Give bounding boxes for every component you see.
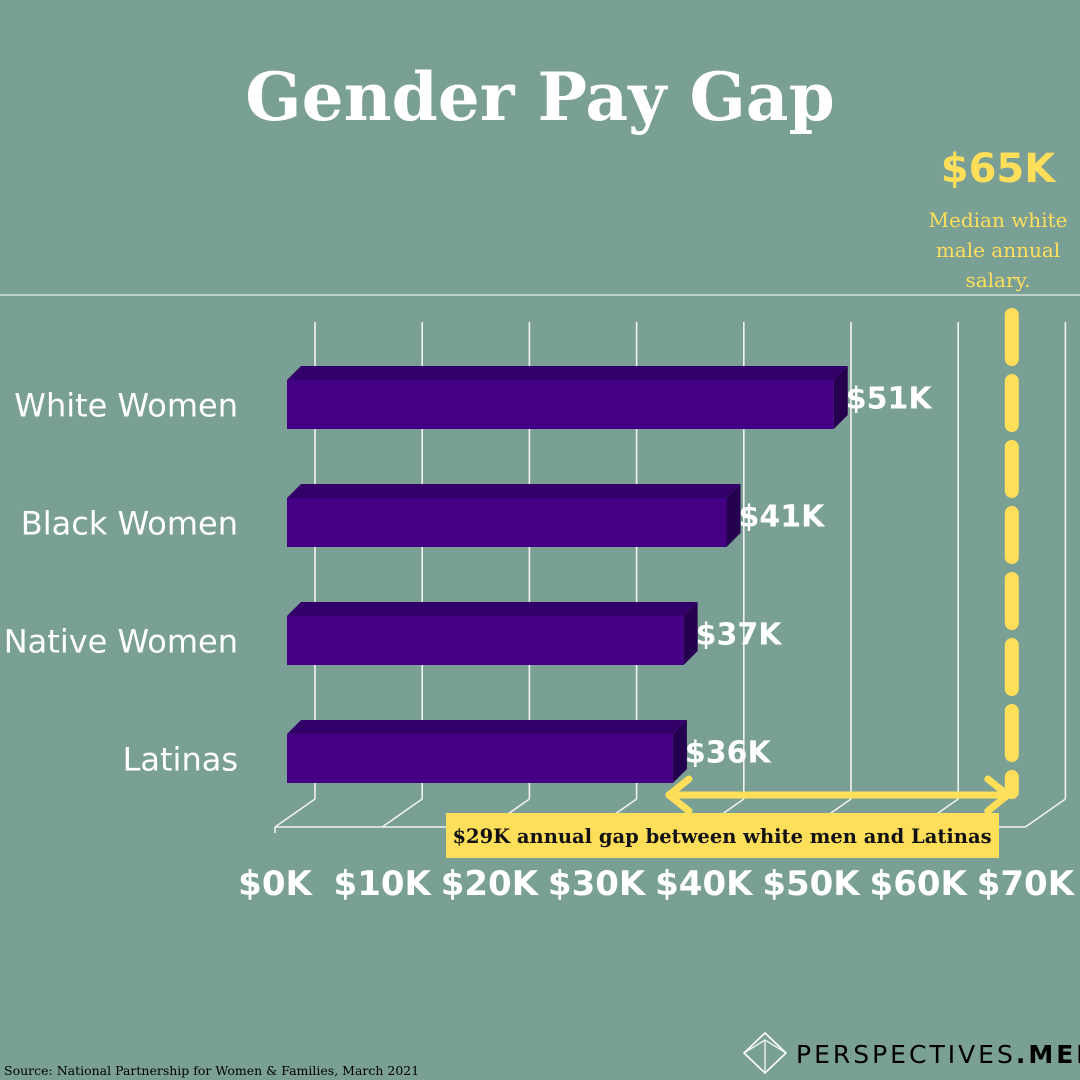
value-label: $36K xyxy=(685,736,773,771)
x-tick-label: $70K xyxy=(977,864,1076,904)
brand-logo: PERSPECTIVES.MEDIA xyxy=(742,1031,1080,1075)
x-tick-label: $30K xyxy=(548,864,647,904)
diamond-logo-icon xyxy=(742,1031,788,1075)
brand-name-suffix: .MEDIA xyxy=(1016,1040,1080,1069)
bar xyxy=(287,366,848,429)
reference-description-line: male annual xyxy=(936,238,1060,262)
bar xyxy=(287,720,687,783)
x-tick-label: $60K xyxy=(870,864,969,904)
bar-top xyxy=(287,366,848,380)
value-label: $37K xyxy=(696,618,784,653)
source-note: Source: National Partnership for Women &… xyxy=(4,1063,419,1078)
bar-side xyxy=(672,720,687,783)
floor-line xyxy=(381,798,423,828)
bar-top xyxy=(287,720,687,734)
category-label: Latinas xyxy=(123,741,238,779)
chart-title: Gender Pay Gap xyxy=(245,58,834,136)
bar-side xyxy=(726,484,741,547)
reference-description-line: Median white xyxy=(929,208,1068,232)
category-label: White Women xyxy=(14,387,238,425)
bars xyxy=(287,366,848,783)
floor-line xyxy=(1024,798,1066,828)
value-labels: $51K $41K $37K $36K xyxy=(685,382,933,771)
reference-value-label: $65K xyxy=(941,146,1057,192)
x-tick-label: $20K xyxy=(441,864,540,904)
floor-line xyxy=(274,798,316,828)
gap-arrow-left-head xyxy=(665,775,693,815)
gap-annotation: $29K annual gap between white men and La… xyxy=(446,775,1012,858)
x-tick-label: $0K xyxy=(238,864,313,904)
category-label: Black Women xyxy=(21,505,238,543)
gap-arrow-right-head xyxy=(984,775,1012,815)
x-axis-tick-labels: $0K $10K $20K $30K $40K $50K $60K $70K xyxy=(238,864,1076,904)
reference-description: Median white male annual salary. xyxy=(929,208,1068,292)
bar-top xyxy=(287,484,741,498)
x-tick-label: $10K xyxy=(334,864,433,904)
bar-front xyxy=(287,616,684,665)
gap-label-box xyxy=(446,813,999,858)
bar-top xyxy=(287,602,698,616)
category-labels: White Women Black Women Native Women Latina… xyxy=(4,387,238,779)
x-tick-label: $50K xyxy=(762,864,861,904)
value-label: $41K xyxy=(739,500,827,535)
reference-description-line: salary. xyxy=(965,268,1030,292)
bar-front xyxy=(287,498,727,547)
brand-name: PERSPECTIVES.MEDIA xyxy=(796,1040,1080,1069)
bar-side xyxy=(683,602,698,665)
value-label: $51K xyxy=(846,382,934,417)
bar xyxy=(287,602,698,665)
bar-front xyxy=(287,734,673,783)
category-label: Native Women xyxy=(4,623,238,661)
bar-side xyxy=(833,366,848,429)
bar xyxy=(287,484,741,547)
bar-front xyxy=(287,380,834,429)
gap-label: $29K annual gap between white men and La… xyxy=(452,825,991,848)
brand-name-main: PERSPECTIVES xyxy=(796,1040,1016,1069)
x-tick-label: $40K xyxy=(655,864,754,904)
